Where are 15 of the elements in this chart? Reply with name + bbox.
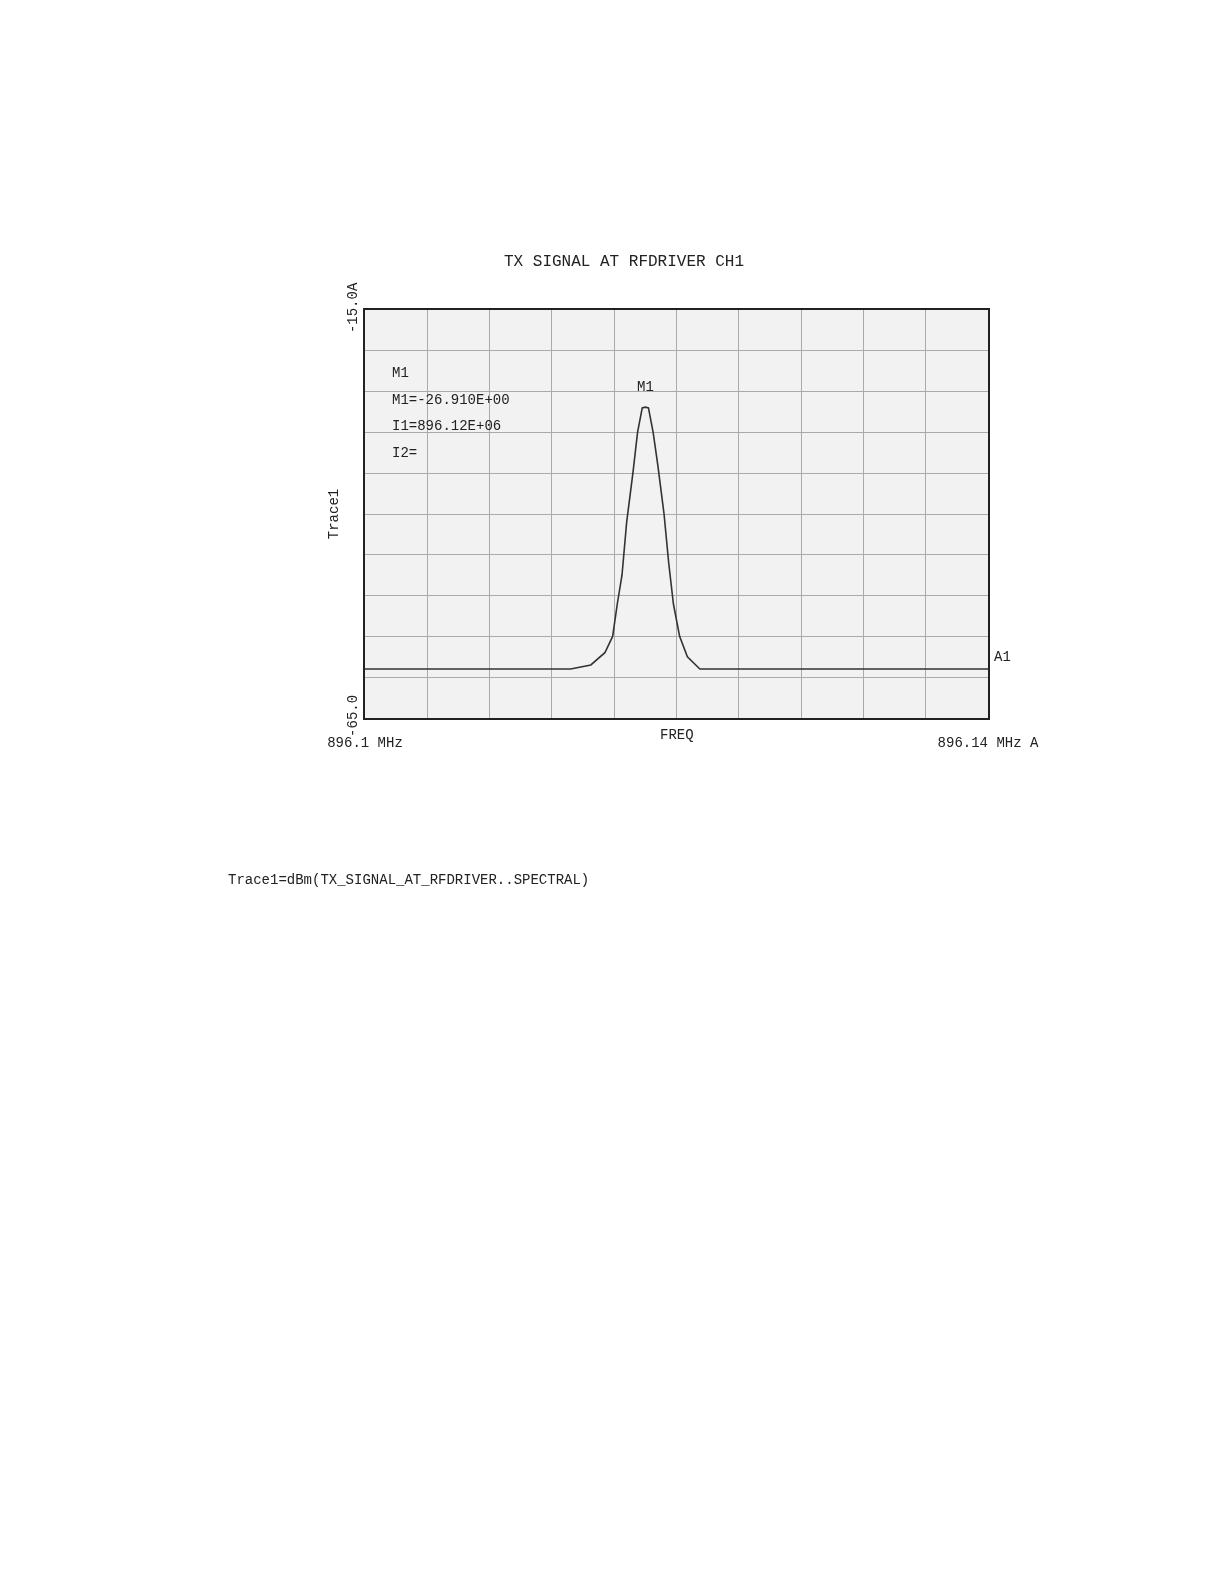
annotation: M1=-26.910E+00 [392,392,510,408]
y-tick-label: -65.0 [345,694,362,737]
line-series [365,406,988,670]
x-axis-title: FREQ [660,727,694,743]
text: Trace1=dBm(TX_SIGNAL_AT_RFDRIVER..SPECTRAL) [228,872,590,888]
annotation: M1 [392,365,409,381]
x-tick-label: 896.1 MHz [327,734,403,751]
annotation: M1 [637,379,654,395]
annotation: A1 [994,649,1011,665]
x-tick-label: 896.14 MHz A [937,734,1039,751]
annotation: I1=896.12E+06 [392,418,502,434]
y-axis-title: Trace1 [325,488,342,540]
chart-title: TX SIGNAL AT RFDRIVER CH1 [503,252,745,271]
y-tick-label: -15.0A [345,282,362,334]
annotation: I2= [392,445,418,461]
